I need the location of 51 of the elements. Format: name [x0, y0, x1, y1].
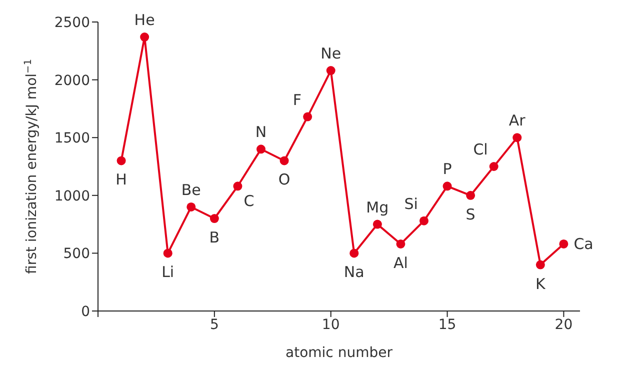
- point: [419, 216, 428, 226]
- x-axis-title: atomic number: [286, 345, 393, 361]
- point: [489, 162, 498, 171]
- point: [163, 248, 172, 258]
- point: [350, 248, 359, 258]
- annotation: P: [442, 160, 452, 178]
- annotation: Ca: [574, 234, 594, 253]
- point: [140, 32, 150, 42]
- point: [210, 214, 219, 224]
- point: [466, 190, 476, 200]
- annotation: B: [209, 228, 220, 247]
- annotation: O: [278, 170, 290, 189]
- point: [326, 66, 336, 76]
- annotation: Be: [181, 180, 201, 199]
- annotation: Al: [393, 254, 408, 272]
- annotation: Ne: [320, 44, 342, 63]
- y-tick-label: 1500: [54, 130, 90, 147]
- point: [186, 202, 196, 212]
- y-tick-label: 2000: [54, 72, 90, 89]
- x-tick-label: 5: [210, 316, 219, 333]
- point: [303, 112, 312, 122]
- point: [512, 133, 522, 142]
- annotation: Ar: [508, 112, 526, 130]
- annotation: H: [116, 170, 127, 189]
- x-tick-label: 15: [438, 316, 456, 333]
- point: [372, 220, 382, 229]
- annotation: Si: [404, 194, 418, 213]
- annotation: Mg: [366, 198, 389, 216]
- annotation: He: [134, 11, 155, 30]
- annotation: Na: [344, 263, 364, 282]
- y-tick-label: 1000: [54, 188, 90, 204]
- annotation: N: [255, 123, 267, 142]
- annotation: K: [535, 274, 546, 293]
- y-tick-label: 2500: [54, 14, 90, 31]
- annotation: S: [466, 205, 476, 224]
- point: [442, 182, 452, 191]
- y-tick-label: 500: [63, 246, 90, 262]
- point: [280, 156, 289, 166]
- annotation: C: [244, 192, 254, 210]
- annotation: Li: [162, 263, 174, 282]
- point: [559, 239, 568, 248]
- point: [116, 156, 126, 166]
- annotation: F: [292, 90, 302, 109]
- x-tick-label: 10: [322, 316, 340, 333]
- annotation: Cl: [473, 140, 488, 158]
- x-tick-label: 20: [554, 316, 573, 333]
- y-tick-label: 0: [81, 304, 90, 320]
- point: [233, 182, 242, 191]
- point: [536, 260, 545, 270]
- point: [256, 144, 266, 154]
- point: [396, 239, 406, 248]
